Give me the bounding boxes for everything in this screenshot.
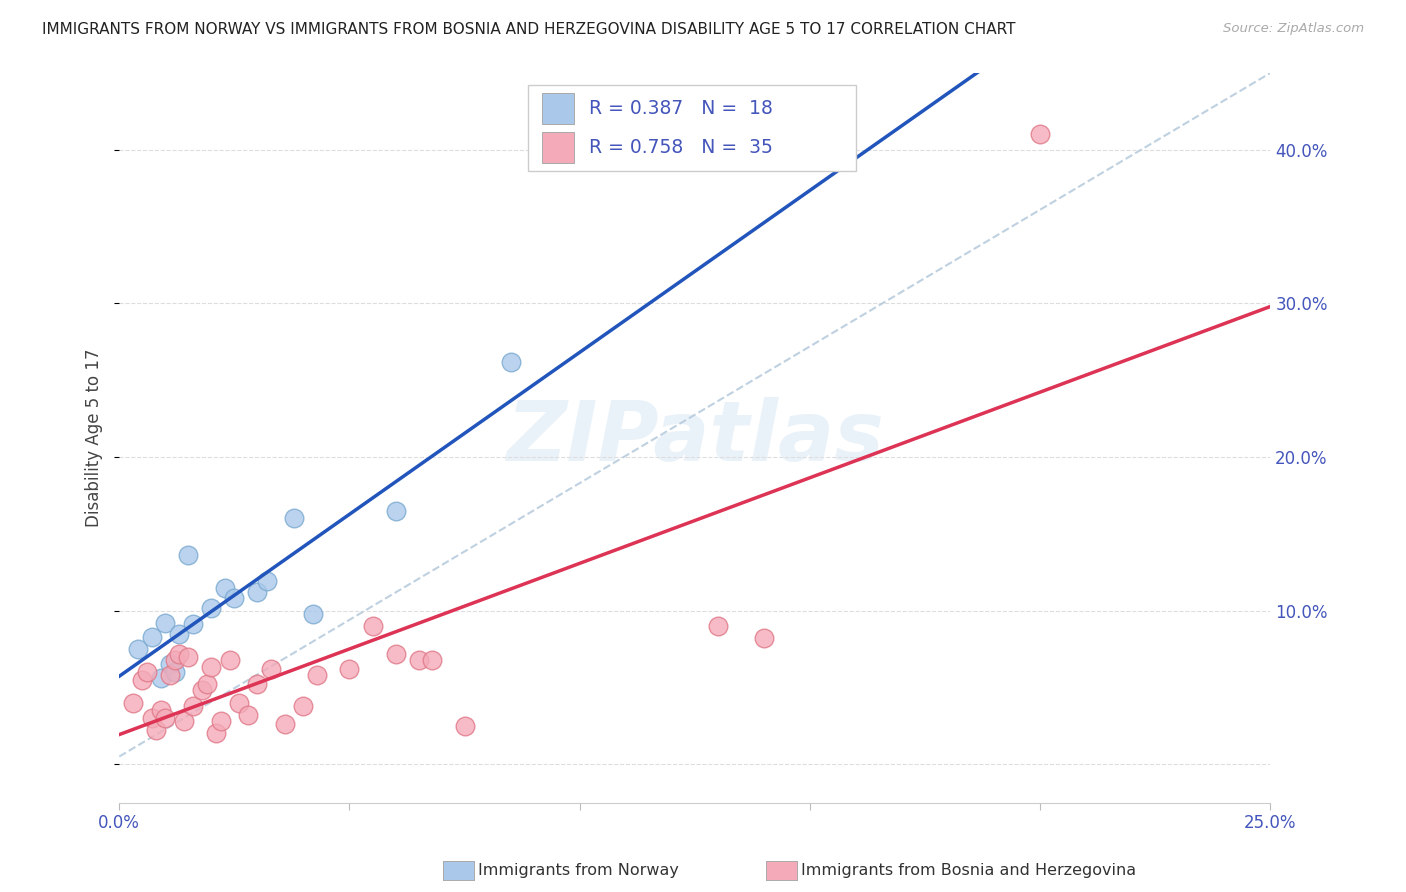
Point [256,574,278,589]
Point [163,653,186,667]
Point [224,591,246,606]
Point [422,653,444,667]
Point [228,696,250,710]
Point [159,668,181,682]
Point [177,649,200,664]
Point [200,660,222,674]
Point [145,723,167,738]
Point [163,665,186,679]
Point [238,708,260,723]
Bar [541,93,574,124]
Point [200,600,222,615]
Point [453,719,475,733]
Point [301,607,323,621]
Point [209,714,232,729]
Point [246,585,269,599]
Point [205,726,228,740]
Point [274,717,297,731]
Point [283,511,305,525]
Point [218,653,240,667]
Point [191,683,214,698]
Point [135,665,157,679]
Point [384,647,406,661]
Point [159,657,181,672]
Point [499,355,522,369]
Point [384,504,406,518]
Point [307,668,329,682]
Point [173,714,195,729]
Point [339,662,361,676]
Text: R = 0.387   N =  18: R = 0.387 N = 18 [589,99,773,118]
Text: R = 0.758   N =  35: R = 0.758 N = 35 [589,138,773,157]
Text: IMMIGRANTS FROM NORWAY VS IMMIGRANTS FROM BOSNIA AND HERZEGOVINA DISABILITY AGE : IMMIGRANTS FROM NORWAY VS IMMIGRANTS FRO… [42,22,1015,37]
Point [195,677,218,691]
Point [141,711,163,725]
Point [177,549,200,563]
Point [167,647,190,661]
Point [292,698,315,713]
Text: Immigrants from Bosnia and Herzegovina: Immigrants from Bosnia and Herzegovina [801,863,1136,878]
Point [149,671,172,685]
Text: Immigrants from Norway: Immigrants from Norway [478,863,679,878]
Point [167,626,190,640]
Point [1029,128,1052,142]
Point [707,619,730,633]
Point [246,677,269,691]
Point [155,711,177,725]
Point [131,673,153,687]
Point [214,581,236,595]
Y-axis label: Disability Age 5 to 17: Disability Age 5 to 17 [86,349,103,527]
Text: Source: ZipAtlas.com: Source: ZipAtlas.com [1223,22,1364,36]
Point [127,642,149,657]
Point [122,696,145,710]
Point [141,630,163,644]
Point [752,632,775,646]
Point [181,698,204,713]
Point [181,617,204,632]
Text: ZIPatlas: ZIPatlas [506,397,884,478]
Point [155,615,177,630]
Point [260,662,283,676]
Point [408,653,430,667]
Bar [541,132,574,163]
Point [361,619,384,633]
Bar [527,86,856,171]
Point [149,703,172,717]
